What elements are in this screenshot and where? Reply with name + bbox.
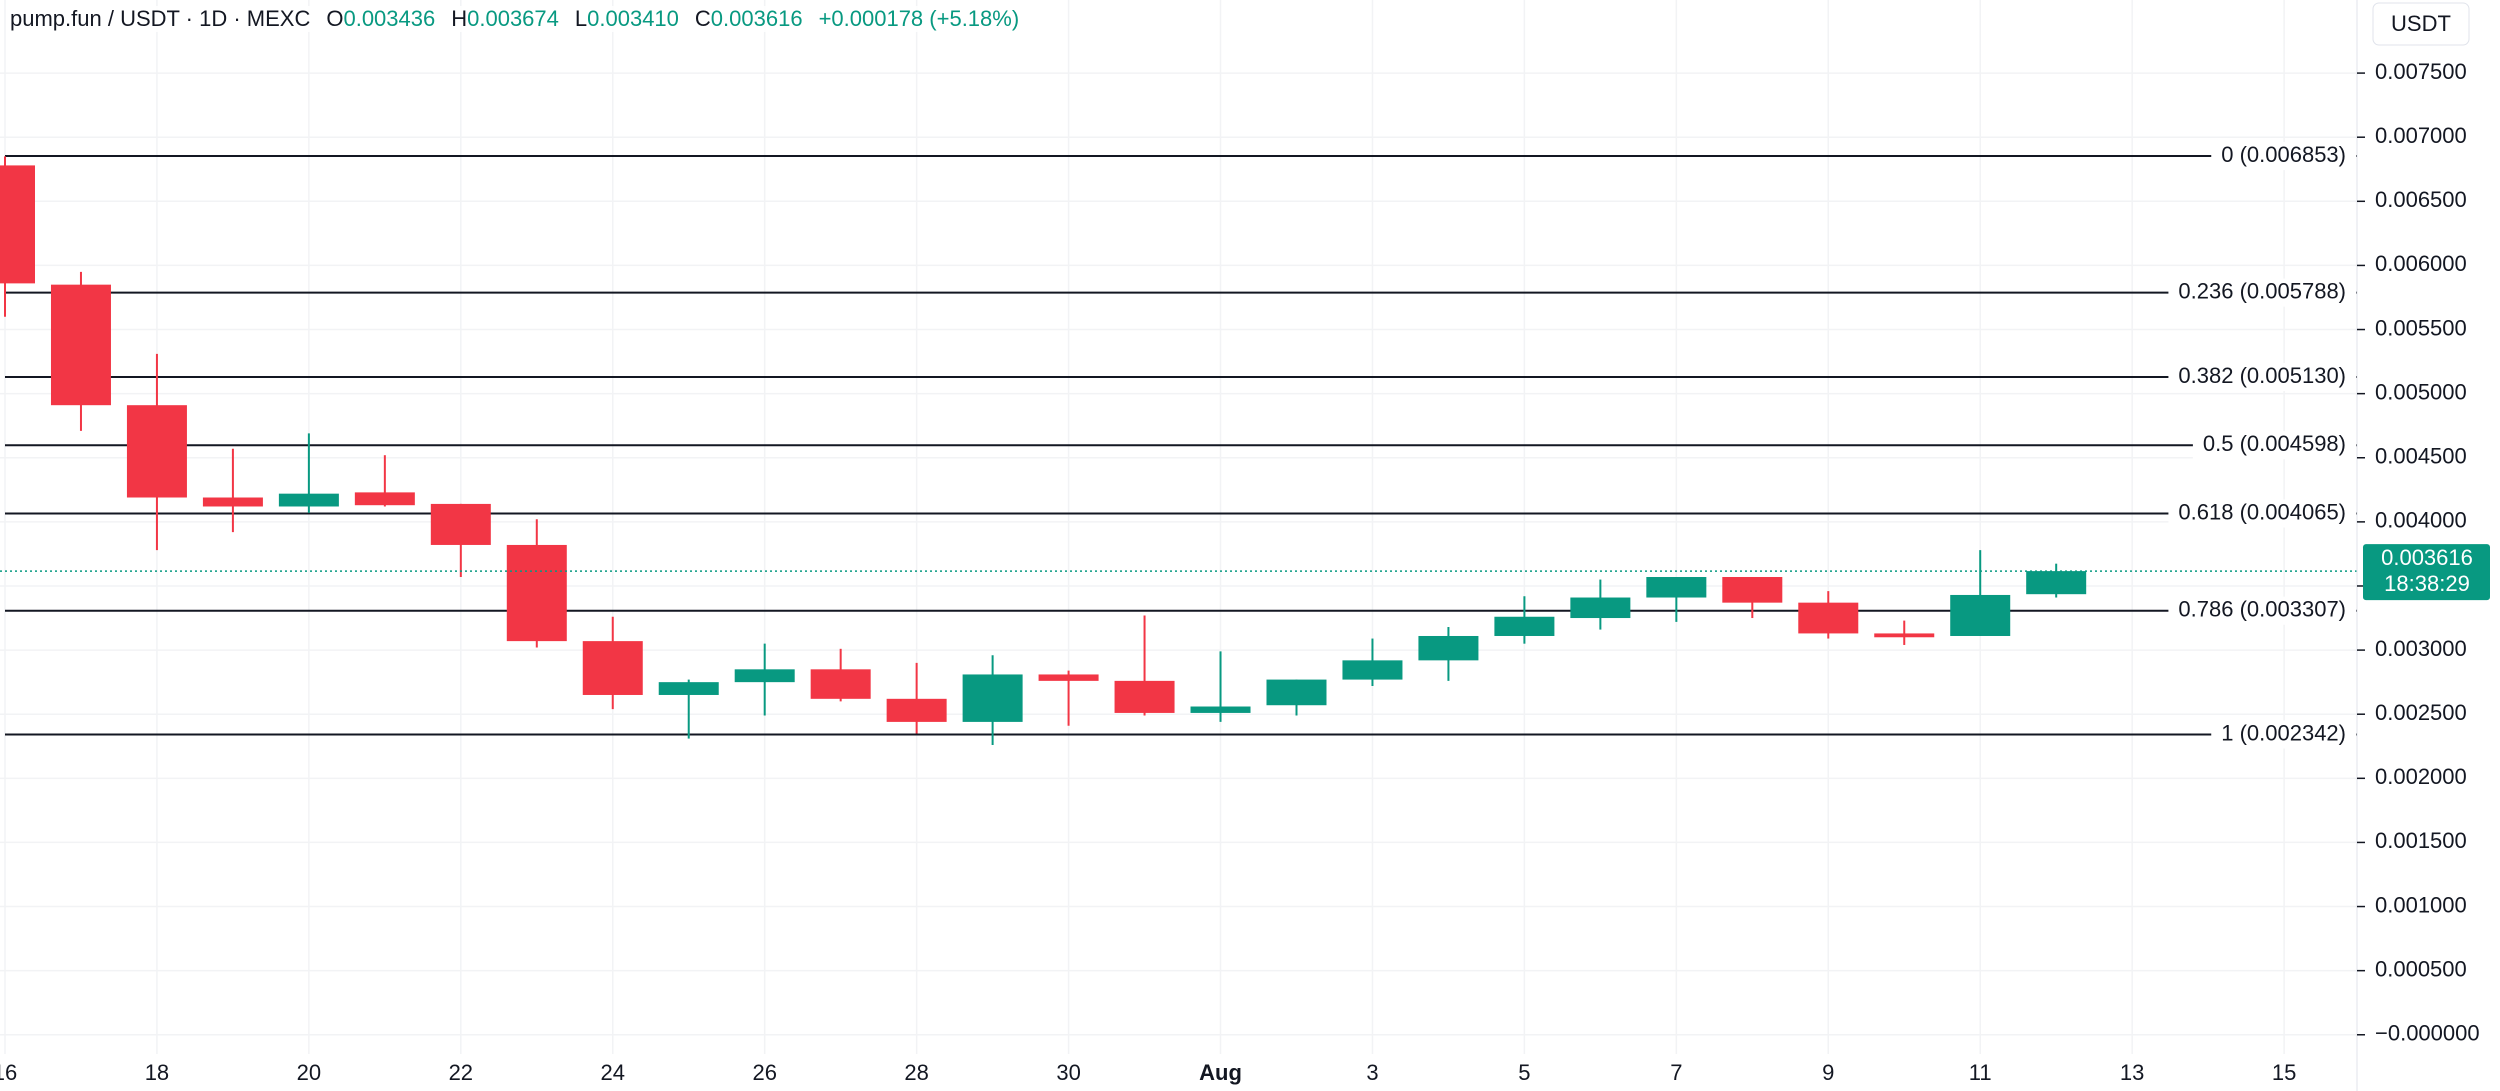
y-tick-label: 0.007000 bbox=[2375, 123, 2467, 148]
candle-body bbox=[1342, 660, 1403, 680]
x-tick-label: 15 bbox=[2272, 1060, 2296, 1085]
x-tick-label: 20 bbox=[297, 1060, 321, 1085]
y-tick-label: 0.004500 bbox=[2375, 444, 2467, 469]
candle-body bbox=[506, 544, 567, 642]
field-value: 0.003674 bbox=[467, 6, 559, 31]
x-tick-label: 11 bbox=[1969, 1060, 1992, 1085]
candle-body bbox=[1798, 602, 1859, 634]
candle-body bbox=[1114, 680, 1175, 713]
field-key: O bbox=[326, 6, 344, 31]
x-tick-label: 30 bbox=[1056, 1060, 1080, 1085]
field-value: 0.003616 bbox=[710, 6, 803, 31]
fib-label-bg bbox=[2168, 596, 2356, 625]
fib-label: 0.382 (0.005130) bbox=[2178, 363, 2346, 388]
y-tick-label: 0.006500 bbox=[2375, 187, 2467, 212]
candle-body bbox=[1722, 577, 1783, 603]
y-tick-label: 0.005000 bbox=[2375, 379, 2467, 404]
candle-body bbox=[1494, 616, 1555, 636]
fib-label-bg bbox=[2211, 720, 2356, 749]
x-tick-label: 7 bbox=[1670, 1060, 1682, 1085]
candle-body bbox=[582, 641, 643, 695]
fib-label: 0.236 (0.005788) bbox=[2178, 278, 2346, 303]
candle-body bbox=[278, 493, 339, 507]
y-tick-label: 0.005500 bbox=[2375, 315, 2467, 340]
y-tick-label: 0.001000 bbox=[2375, 892, 2467, 917]
candle-body bbox=[1570, 597, 1631, 619]
grid bbox=[0, 0, 2357, 1054]
x-tick-label: 13 bbox=[2120, 1060, 2144, 1085]
x-tick-label: Aug bbox=[1199, 1060, 1242, 1085]
candles bbox=[0, 156, 2357, 745]
candle-body bbox=[1646, 577, 1707, 598]
fib-label: 0.786 (0.003307) bbox=[2178, 597, 2346, 622]
y-tick-label: 0.006000 bbox=[2375, 251, 2467, 276]
x-tick-label: 9 bbox=[1822, 1060, 1834, 1085]
candle-body bbox=[1418, 635, 1479, 661]
candle-body bbox=[962, 674, 1023, 722]
last-price-box bbox=[2363, 544, 2490, 601]
candle-body bbox=[734, 669, 795, 683]
candle-body bbox=[1950, 594, 2011, 636]
y-tick-label: 0.007500 bbox=[2375, 59, 2467, 84]
y-tick-label: 0.000500 bbox=[2375, 956, 2467, 981]
y-tick-label: 0.002000 bbox=[2375, 764, 2467, 789]
x-tick-label: 24 bbox=[601, 1060, 625, 1085]
y-tick-label: −0.000000 bbox=[2375, 1021, 2480, 1046]
fib-label-bg bbox=[2168, 278, 2356, 307]
fib-label-bg bbox=[2192, 431, 2356, 460]
countdown: 18:38:29 bbox=[2384, 571, 2470, 596]
candle-body bbox=[1266, 679, 1327, 706]
candle-body bbox=[1190, 706, 1251, 713]
candle-body bbox=[1874, 633, 1935, 638]
fib-label: 1 (0.002342) bbox=[2221, 720, 2346, 745]
fib-label-bg bbox=[2168, 362, 2356, 391]
x-tick-label: 18 bbox=[145, 1060, 169, 1085]
x-tick-label: 22 bbox=[449, 1060, 473, 1085]
candle-body bbox=[658, 682, 719, 695]
candle-body bbox=[0, 165, 35, 284]
currency-box[interactable] bbox=[2372, 2, 2470, 46]
candle-body bbox=[202, 497, 263, 507]
field-key: H bbox=[451, 6, 468, 31]
currency: USDT bbox=[2391, 11, 2451, 36]
candle-body bbox=[1038, 674, 1099, 681]
field-value: 0.003436 bbox=[343, 6, 436, 31]
y-tick-label: 0.004000 bbox=[2375, 508, 2467, 533]
x-tick-label: 26 bbox=[752, 1060, 776, 1085]
fib-label-bg bbox=[2211, 142, 2356, 171]
change: +0.000178 (+5.18%) bbox=[818, 6, 1020, 31]
fib-label: 0.5 (0.004598) bbox=[2203, 431, 2346, 456]
x-tick-label: 3 bbox=[1366, 1060, 1378, 1085]
y-tick-label: 0.001500 bbox=[2375, 828, 2467, 853]
candle-body bbox=[50, 284, 111, 406]
fib-label-bg bbox=[2168, 499, 2356, 528]
field-value: 0.003410 bbox=[587, 6, 679, 31]
candle-body bbox=[126, 405, 187, 498]
last-price-label: 0.003616 bbox=[2381, 545, 2473, 570]
field-key: C bbox=[694, 6, 711, 31]
symbol: pump.fun / USDT · 1D · MEXC bbox=[10, 6, 311, 31]
candle-body bbox=[886, 698, 947, 722]
x-tick-label: 16 bbox=[0, 1060, 17, 1085]
x-tick-label: 28 bbox=[904, 1060, 928, 1085]
fib-retracement: 0 (0.006853) 0.236 (0.005788) 0.382 (0.005… bbox=[5, 142, 2357, 749]
field-key: L bbox=[574, 6, 588, 31]
y-tick-label: 0.003000 bbox=[2375, 636, 2467, 661]
candle-body bbox=[430, 503, 491, 545]
candle-body bbox=[810, 669, 871, 699]
candle-body bbox=[354, 492, 415, 506]
x-tick-label: 5 bbox=[1518, 1060, 1530, 1085]
y-tick-label: 0.002500 bbox=[2375, 700, 2467, 725]
fib-label: 0 (0.006853) bbox=[2221, 142, 2346, 167]
fib-label: 0.618 (0.004065) bbox=[2178, 499, 2346, 524]
candle-body bbox=[2026, 571, 2087, 595]
